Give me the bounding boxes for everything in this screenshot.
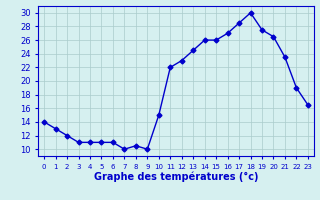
X-axis label: Graphe des températures (°c): Graphe des températures (°c) (94, 171, 258, 182)
